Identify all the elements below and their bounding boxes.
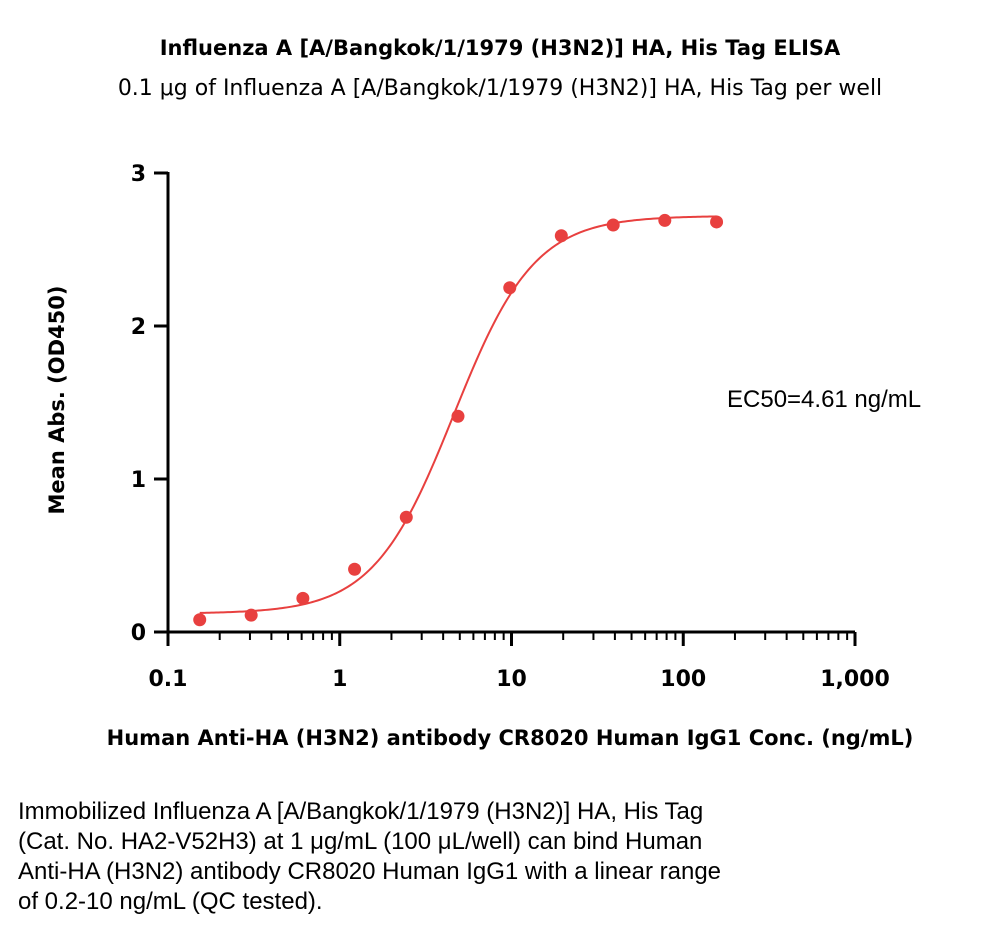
x-tick-label: 10	[496, 667, 527, 692]
caption-line: of 0.2-10 ng/mL (QC tested).	[18, 888, 323, 915]
x-axis-label: Human Anti-HA (H3N2) antibody CR8020 Hum…	[107, 726, 914, 750]
data-point	[296, 591, 310, 605]
data-point	[193, 613, 207, 627]
data-point	[710, 215, 724, 229]
data-point	[399, 510, 413, 524]
chart-subtitle: 0.1 μg of Influenza A [A/Bangkok/1/1979 …	[117, 76, 883, 101]
elisa-chart: 0 1 2 3 0.1 1 10 100 1,000 EC50=4.61 ng/mL Human…	[45, 162, 921, 750]
data-point	[348, 562, 362, 576]
figure-caption: Immobilized Influenza A [A/Bangkok/1/197…	[18, 797, 918, 917]
axes: 0 1 2 3 0.1 1 10 100 1,000	[131, 162, 890, 692]
chart-title: Influenza A [A/Bangkok/1/1979 (H3N2)] HA…	[159, 36, 841, 60]
data-point	[451, 409, 465, 423]
y-tick-label: 0	[131, 621, 146, 646]
caption-line: (Cat. No. HA2-V52H3) at 1 μg/mL (100 μL/…	[18, 828, 703, 855]
y-tick-label: 3	[131, 162, 146, 187]
ec50-annotation: EC50=4.61 ng/mL	[727, 386, 921, 413]
data-point	[658, 213, 672, 227]
x-tick-label: 1	[332, 667, 347, 692]
data-point	[503, 281, 517, 295]
x-tick-label: 0.1	[149, 667, 188, 692]
x-tick-label: 100	[660, 667, 706, 692]
y-tick-label: 2	[131, 315, 146, 340]
y-axis-label: Mean Abs. (OD450)	[45, 286, 69, 515]
data-point	[554, 229, 568, 243]
caption-line: Immobilized Influenza A [A/Bangkok/1/197…	[18, 798, 704, 825]
x-tick-label: 1,000	[820, 667, 890, 692]
data-point	[244, 608, 258, 622]
data-point	[606, 218, 620, 232]
caption-line: Anti-HA (H3N2) antibody CR8020 Human IgG…	[18, 858, 722, 885]
y-tick-label: 1	[131, 468, 146, 493]
fit-curve	[199, 215, 717, 614]
data-points	[193, 213, 724, 627]
